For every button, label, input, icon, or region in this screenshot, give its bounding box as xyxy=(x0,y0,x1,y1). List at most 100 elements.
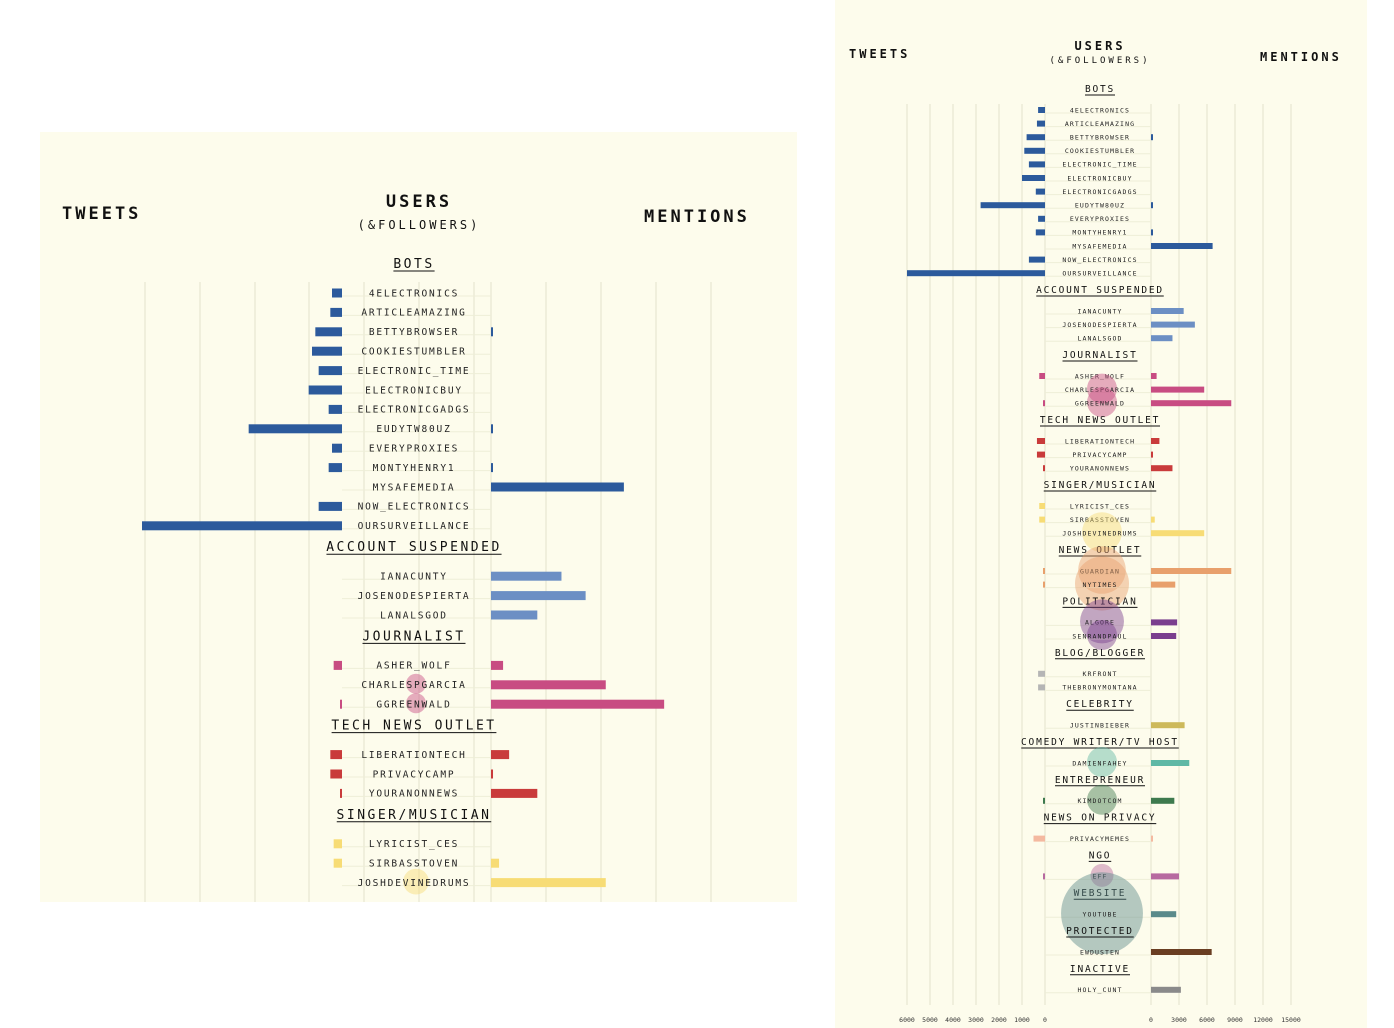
mentions-bar-mysafemedia xyxy=(1151,243,1213,249)
tweets-bar-sirbasstoven xyxy=(333,858,342,868)
tweets-bar-oursurveillance xyxy=(142,521,342,531)
followers-bubble-youtube xyxy=(1061,872,1143,955)
tweets-bar-cookiestumbler xyxy=(312,346,342,356)
user-label-justinbieber: JUSTINBIEBER xyxy=(1070,721,1130,729)
user-label-joshdevinedrums: JOSHDEVINEDRUMS xyxy=(358,878,471,889)
user-label-asher-wolf: ASHER_WOLF xyxy=(1075,372,1125,380)
group-label-tech-news-outlet: TECH NEWS OUTLET xyxy=(1040,415,1160,426)
mentions-bar-ggreenwald xyxy=(491,699,665,709)
mentions-tick-label: 6000 xyxy=(1199,1016,1215,1024)
mentions-bar-damienfahey xyxy=(1151,760,1190,766)
mentions-tick-label: 12000 xyxy=(1253,1016,1273,1024)
mentions-bar-nytimes xyxy=(1151,581,1176,588)
user-label-privacymemes: PRIVACYMEMES xyxy=(1070,835,1130,843)
user-label-everyproxies: EVERYPROXIES xyxy=(1070,215,1130,223)
user-label-eudytw80uz: EUDYTW80UZ xyxy=(376,424,451,435)
user-label-articleamazing: ARTICLEAMAZING xyxy=(361,308,466,319)
group-label-blog-blogger: BLOG/BLOGGER xyxy=(1055,648,1145,659)
mentions-tick-label: 0 xyxy=(1149,1016,1153,1024)
user-label-bettybrowser: BETTYBROWSER xyxy=(369,327,459,338)
tweets-bar-ggreenwald xyxy=(340,699,342,709)
tweets-tick-label: 4000 xyxy=(945,1016,961,1024)
user-label-lanalsgod: LANALSGOD xyxy=(1077,334,1122,342)
tweets-bar-asher-wolf xyxy=(333,660,342,670)
group-label-account-suspended: ACCOUNT SUSPENDED xyxy=(326,540,502,555)
user-label-privacycamp: PRIVACYCAMP xyxy=(373,769,456,780)
mentions-bar-algore xyxy=(1151,619,1178,626)
followers-bubble-charlespgarcia xyxy=(406,673,426,694)
user-label-electronic-time: ELECTRONIC_TIME xyxy=(358,366,471,377)
group-label-inactive: INACTIVE xyxy=(1070,964,1130,975)
tweets-tick-label: 3000 xyxy=(968,1016,984,1024)
user-label-oursurveillance: OURSURVEILLANCE xyxy=(358,521,471,532)
tweets-bar-asher-wolf xyxy=(1039,373,1045,379)
tweets-tick-label: 2000 xyxy=(991,1016,1007,1024)
user-label-damienfahey: DAMIENFAHEY xyxy=(1072,759,1127,767)
mentions-bar-joshdevinedrums xyxy=(491,878,606,888)
group-label-politician: POLITICIAN xyxy=(1062,596,1137,607)
tweets-bar-privacymemes xyxy=(1033,835,1045,842)
user-label-nytimes: NYTIMES xyxy=(1082,581,1117,589)
tweets-bar-nytimes xyxy=(1043,581,1045,588)
group-label-bots: BOTS xyxy=(393,257,434,272)
user-label-ggreenwald: GGREENWALD xyxy=(376,700,451,711)
tweets-bar-everyproxies xyxy=(332,443,342,453)
tweets-bar-electronicbuy xyxy=(1022,175,1045,181)
tweets-bar-youranonnews xyxy=(340,788,342,798)
right-chart-panel: BOTS 4ELECTRONICS ARTICLEAMAZING BETTYBROWS… xyxy=(835,0,1367,1028)
mentions-bar-liberationtech xyxy=(491,750,510,760)
user-label-cookiestumbler: COOKIESTUMBLER xyxy=(361,347,466,358)
user-label-eff: EFF xyxy=(1092,873,1107,881)
user-label-ianacunty: IANACUNTY xyxy=(1077,307,1122,315)
tweets-bar-electronic-time xyxy=(318,366,342,376)
group-label-singer-musician: SINGER/MUSICIAN xyxy=(337,808,492,823)
user-label-articleamazing: ARTICLEAMAZING xyxy=(1065,120,1135,128)
tweets-bar-eudytw80uz xyxy=(980,202,1045,209)
tweets-bar-sirbasstoven xyxy=(1039,516,1045,523)
mentions-bar-josenodespierta xyxy=(1151,321,1195,328)
tweets-bar-now-electronics xyxy=(318,501,342,511)
user-label-ianacunty: IANACUNTY xyxy=(380,572,448,583)
group-label-celebrity: CELEBRITY xyxy=(1066,699,1134,710)
followers-bubble-guardian xyxy=(1078,546,1126,594)
user-label-asher-wolf: ASHER_WOLF xyxy=(376,661,451,672)
followers-bubble-joshdevinedrums xyxy=(403,868,429,895)
user-label-guardian: GUARDIAN xyxy=(1080,567,1120,575)
mentions-bar-youranonnews xyxy=(1151,465,1173,472)
mentions-bar-joshdevinedrums xyxy=(1151,530,1205,537)
user-label-lyricist-ces: LYRICIST_CES xyxy=(369,839,459,850)
followers-bubble-damienfahey xyxy=(1087,747,1117,777)
user-label-oursurveillance: OURSURVEILLANCE xyxy=(1062,269,1137,277)
tweets-header: TWEETS xyxy=(849,47,911,61)
group-label-tech-news-outlet: TECH NEWS OUTLET xyxy=(331,719,496,734)
user-label-now-electronics: NOW_ELECTRONICS xyxy=(1062,256,1137,264)
mentions-bar-ewdusten xyxy=(1151,949,1212,955)
tweets-bar-ggreenwald xyxy=(1043,400,1045,407)
tweets-bar-krfront xyxy=(1038,670,1045,677)
mentions-bar-liberationtech xyxy=(1151,438,1160,444)
mentions-header: MENTIONS xyxy=(644,207,750,227)
user-label-joshdevinedrums: JOSHDEVINEDRUMS xyxy=(1062,529,1137,537)
mentions-bar-youtube xyxy=(1151,911,1177,918)
user-label-privacycamp: PRIVACYCAMP xyxy=(1072,451,1127,459)
mentions-bar-privacycamp xyxy=(491,769,494,779)
tweets-tick-label: 6000 xyxy=(899,1016,915,1024)
mentions-bar-josenodespierta xyxy=(491,591,586,601)
followers-bubble-algore xyxy=(1080,599,1124,644)
tweets-tick-label: 5000 xyxy=(922,1016,938,1024)
tweets-bar-bettybrowser xyxy=(1026,134,1045,141)
user-label-sirbasstoven: SIRBASSTOVEN xyxy=(1070,516,1130,524)
user-label-youranonnews: YOURANONNEWS xyxy=(1070,464,1130,472)
user-label-josenodespierta: JOSENODESPIERTA xyxy=(1062,321,1137,329)
tweets-bar-lyricist-ces xyxy=(1039,503,1045,509)
user-label-charlespgarcia: CHARLESPGARCIA xyxy=(361,680,466,691)
user-label-charlespgarcia: CHARLESPGARCIA xyxy=(1065,386,1135,394)
tweets-bar-articleamazing xyxy=(1036,120,1045,127)
tweets-bar-liberationtech xyxy=(330,750,342,760)
user-label-krfront: KRFRONT xyxy=(1082,670,1117,678)
user-label-4electronics: 4ELECTRONICS xyxy=(369,288,459,299)
left-chart-svg: BOTS 4ELECTRONICS ARTICLEAMAZING BETTYBROWS… xyxy=(142,257,712,902)
mentions-bar-bettybrowser xyxy=(491,327,493,337)
mentions-bar-charlespgarcia xyxy=(1151,386,1205,393)
user-label-electronicbuy: ELECTRONICBUY xyxy=(1067,174,1132,182)
